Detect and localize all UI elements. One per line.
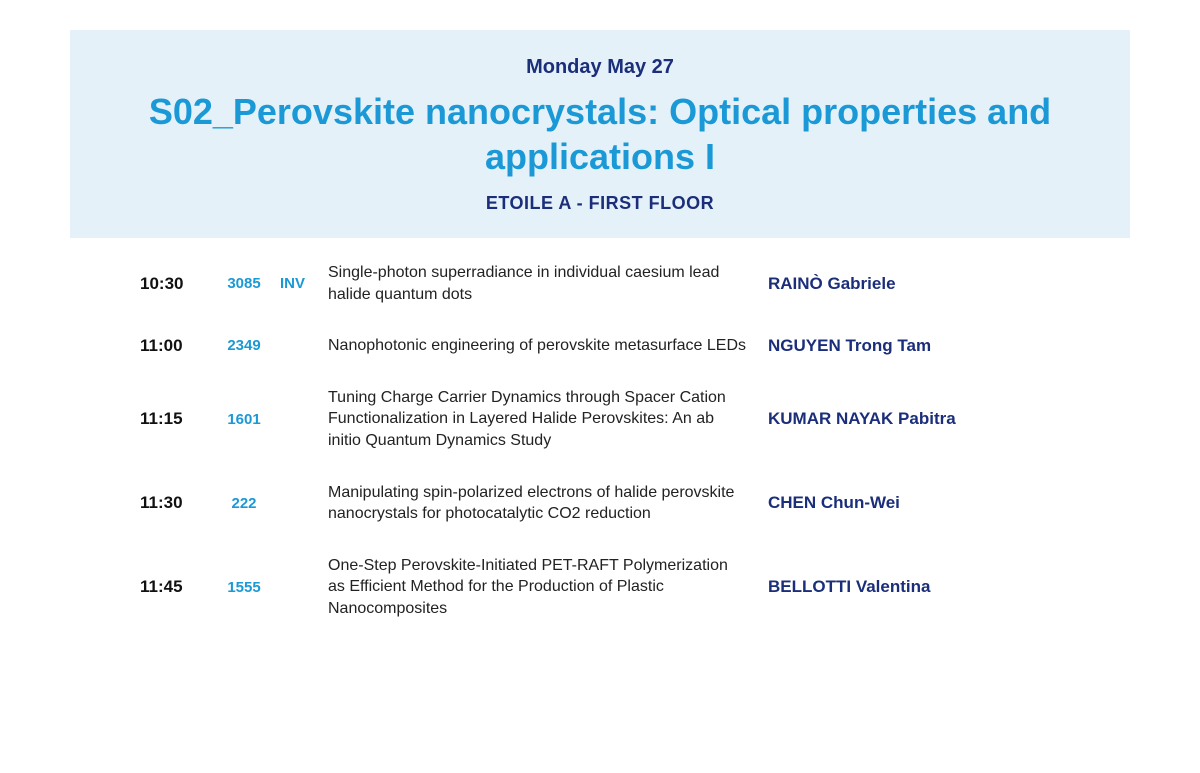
talk-id: 222	[214, 495, 274, 512]
talk-time: 11:15	[140, 409, 214, 429]
talk-row: 11:45 1555 One-Step Perovskite-Initiated…	[140, 555, 1060, 620]
session-date: Monday May 27	[110, 56, 1090, 79]
talk-row: 11:00 2349 Nanophotonic engineering of p…	[140, 335, 1060, 357]
talk-time: 10:30	[140, 274, 214, 294]
session-title: S02_Perovskite nanocrystals: Optical pro…	[110, 89, 1090, 179]
schedule-list: 10:30 3085 INV Single-photon superradian…	[70, 262, 1130, 620]
talk-row: 11:30 222 Manipulating spin-polarized el…	[140, 482, 1060, 525]
page-container: Monday May 27 S02_Perovskite nanocrystal…	[0, 0, 1200, 620]
talk-title: One-Step Perovskite-Initiated PET-RAFT P…	[328, 555, 768, 620]
talk-time: 11:30	[140, 493, 214, 513]
talk-presenter: RAINÒ Gabriele	[768, 274, 1060, 294]
talk-presenter: BELLOTTI Valentina	[768, 577, 1060, 597]
talk-row: 11:15 1601 Tuning Charge Carrier Dynamic…	[140, 387, 1060, 452]
talk-id: 3085	[214, 275, 274, 292]
talk-presenter: CHEN Chun-Wei	[768, 493, 1060, 513]
talk-title: Manipulating spin-polarized electrons of…	[328, 482, 768, 525]
talk-title: Nanophotonic engineering of perovskite m…	[328, 335, 768, 357]
session-room: ETOILE A - FIRST FLOOR	[110, 193, 1090, 214]
talk-title: Tuning Charge Carrier Dynamics through S…	[328, 387, 768, 452]
talk-id: 1601	[214, 411, 274, 428]
talk-title: Single-photon superradiance in individua…	[328, 262, 768, 305]
talk-tag: INV	[274, 275, 328, 292]
talk-id: 1555	[214, 579, 274, 596]
talk-time: 11:45	[140, 577, 214, 597]
talk-presenter: KUMAR NAYAK Pabitra	[768, 409, 1060, 429]
talk-id: 2349	[214, 337, 274, 354]
talk-presenter: NGUYEN Trong Tam	[768, 336, 1060, 356]
talk-time: 11:00	[140, 336, 214, 356]
session-header: Monday May 27 S02_Perovskite nanocrystal…	[70, 30, 1130, 238]
talk-row: 10:30 3085 INV Single-photon superradian…	[140, 262, 1060, 305]
